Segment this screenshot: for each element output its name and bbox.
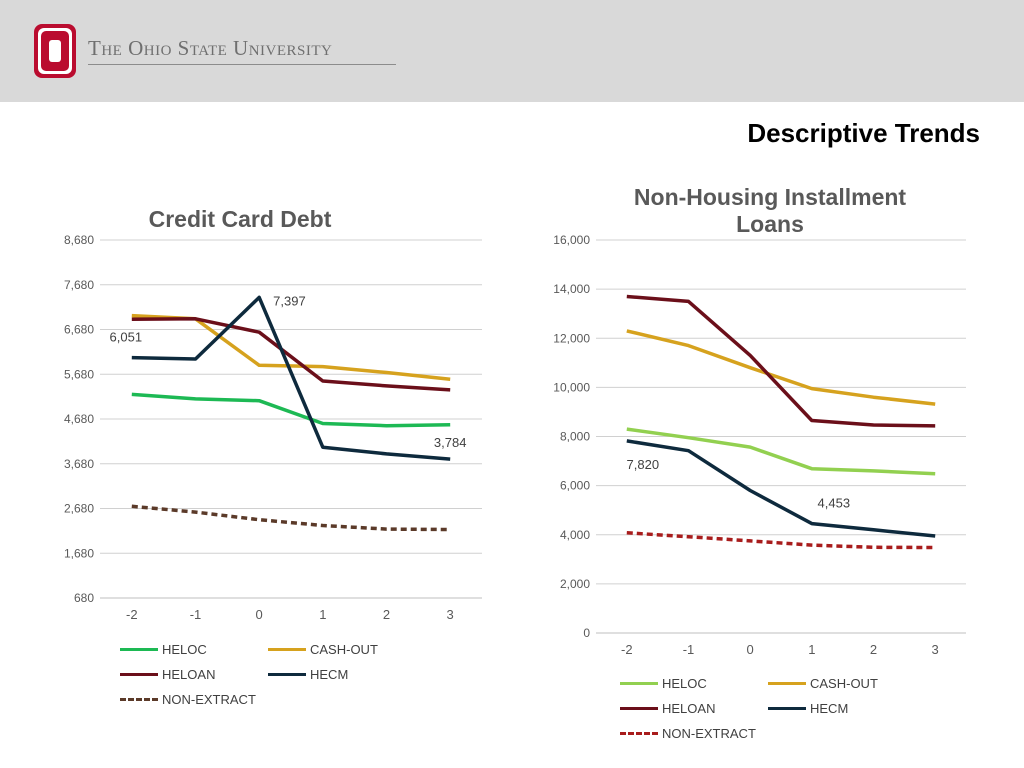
university-name: The Ohio State University (88, 36, 333, 60)
series-line-heloan (626, 294, 936, 428)
legend-swatch (768, 682, 806, 685)
legend-label: NON-EXTRACT (162, 692, 256, 707)
y-tick-label: 3,680 (64, 457, 94, 471)
legend-label: CASH-OUT (310, 642, 378, 657)
series-line-hecm (626, 439, 936, 538)
y-tick-label: 4,680 (64, 412, 94, 426)
y-tick-label: 6,680 (64, 323, 94, 337)
y-tick-label: 7,680 (64, 278, 94, 292)
y-tick-label: 680 (74, 591, 94, 605)
x-tick-label: 3 (447, 607, 454, 622)
x-tick-label: 0 (747, 642, 754, 657)
legend-swatch (268, 648, 306, 651)
y-tick-label: 0 (583, 626, 590, 640)
series-line-cash-out (626, 329, 936, 406)
legend-item-cash-out: CASH-OUT (768, 676, 878, 691)
x-tick-label: -1 (190, 607, 202, 622)
y-tick-label: 5,680 (64, 367, 94, 381)
legend-swatch (620, 707, 658, 710)
series-line-non-extract (626, 531, 936, 550)
y-tick-label: 2,680 (64, 502, 94, 516)
y-tick-label: 16,000 (553, 233, 590, 247)
x-tick-label: 2 (383, 607, 390, 622)
legend-item-non-extract: NON-EXTRACT (620, 726, 756, 741)
y-tick-label: 8,680 (64, 233, 94, 247)
chart-title-line-1: Non-Housing Installment (633, 184, 907, 210)
series-line-heloan (131, 317, 451, 392)
series-line-heloc (626, 427, 936, 476)
series-line-heloc (131, 392, 451, 428)
x-tick-label: -2 (621, 642, 633, 657)
legend-item-heloc: HELOC (120, 642, 207, 657)
y-tick-label: 8,000 (560, 430, 590, 444)
data-label: 7,820 (627, 457, 660, 472)
data-label: 4,453 (818, 496, 851, 511)
data-label: 7,397 (273, 293, 306, 308)
legend-label: HECM (810, 701, 849, 716)
legend-swatch (120, 648, 158, 651)
header-bar: The Ohio State University (0, 0, 1024, 102)
data-label: 6,051 (110, 330, 143, 345)
x-tick-label: 2 (870, 642, 877, 657)
legend-label: HECM (310, 667, 349, 682)
chart-title-line-2: Loans (736, 211, 804, 237)
legend-swatch (120, 698, 158, 701)
y-tick-label: 4,000 (560, 528, 590, 542)
x-tick-label: 3 (932, 642, 939, 657)
x-tick-label: 0 (256, 607, 263, 622)
legend-swatch (620, 732, 658, 735)
y-tick-label: 1,680 (64, 546, 94, 560)
y-tick-label: 12,000 (553, 331, 590, 345)
chart-title-credit-card-debt: Credit Card Debt (148, 206, 332, 232)
legend-label: HELOC (162, 642, 207, 657)
legend-swatch (620, 682, 658, 685)
legend-item-non-extract: NON-EXTRACT (120, 692, 256, 707)
legend-item-cash-out: CASH-OUT (268, 642, 378, 657)
series-line-hecm (131, 295, 451, 461)
legend-label: HELOC (662, 676, 707, 691)
slide-title: Descriptive Trends (747, 118, 980, 148)
legend-item-hecm: HECM (268, 667, 348, 682)
header-divider (88, 64, 396, 65)
x-tick-label: -2 (126, 607, 138, 622)
legend-item-hecm: HECM (768, 701, 848, 716)
y-tick-label: 2,000 (560, 577, 590, 591)
legend-label: CASH-OUT (810, 676, 878, 691)
legend-swatch (768, 707, 806, 710)
x-tick-label: -1 (683, 642, 695, 657)
series-line-non-extract (131, 504, 451, 532)
legend-item-heloan: HELOAN (620, 701, 715, 716)
legend-item-heloan: HELOAN (120, 667, 215, 682)
y-tick-label: 14,000 (553, 282, 590, 296)
legend-label: NON-EXTRACT (662, 726, 756, 741)
y-tick-label: 10,000 (553, 380, 590, 394)
x-tick-label: 1 (319, 607, 326, 622)
legend-label: HELOAN (162, 667, 216, 682)
ohio-state-block-o-logo (34, 24, 76, 78)
legend-swatch (268, 673, 306, 676)
legend-item-heloc: HELOC (620, 676, 707, 691)
legend-label: HELOAN (662, 701, 716, 716)
legend-swatch (120, 673, 158, 676)
chart-title-non-housing-installment-loans: Non-Housing Installment Loans (590, 184, 950, 238)
y-tick-label: 6,000 (560, 479, 590, 493)
x-tick-label: 1 (808, 642, 815, 657)
data-label: 3,784 (434, 435, 467, 450)
